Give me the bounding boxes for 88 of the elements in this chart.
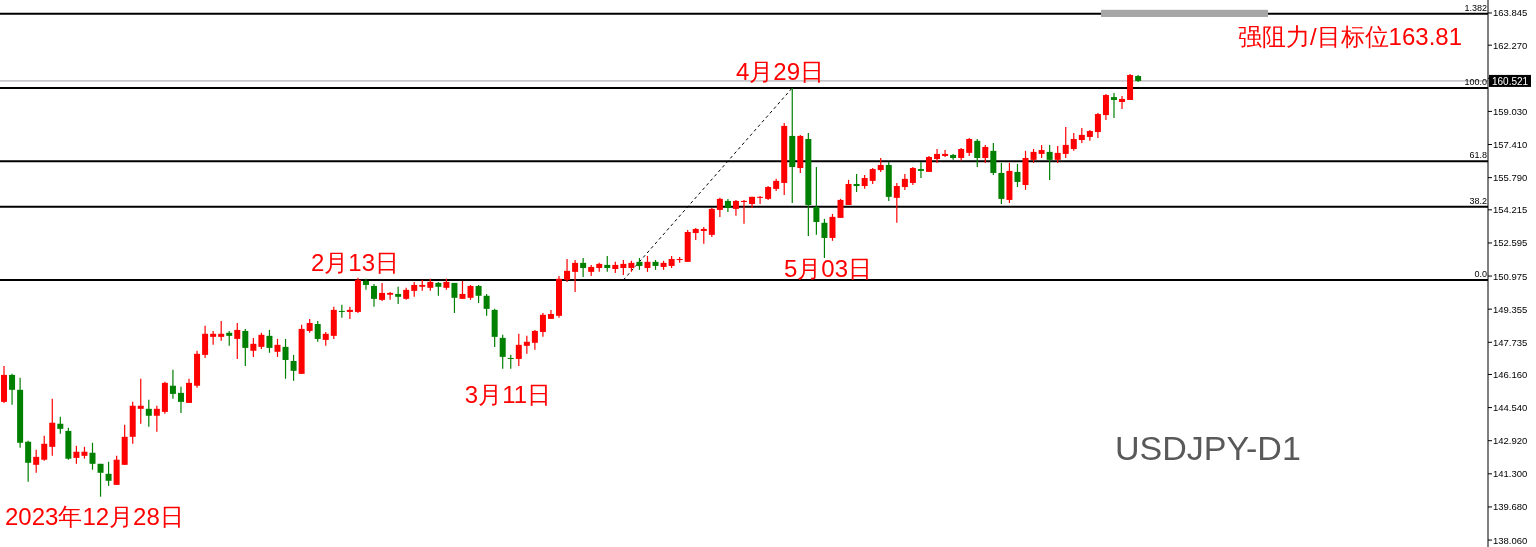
candlestick [1062,126,1069,159]
candlestick [974,138,981,168]
candlestick [242,328,249,367]
annotation: 强阻力/目标位163.81 [1237,22,1462,50]
candlestick [942,149,949,158]
candlestick [741,199,747,225]
candlestick [250,337,257,358]
candlestick [917,161,924,179]
candlestick [1014,163,1021,188]
candlestick [757,195,764,205]
candlestick [1102,93,1109,121]
y-tick-label: 144.540 [1493,402,1528,414]
candlestick [379,282,386,302]
y-tick-label: 142.920 [1493,435,1528,447]
candlestick [153,405,160,433]
annotation: 4月29日 [735,57,825,85]
candlestick [346,306,353,320]
candlestick [290,354,297,382]
candlestick [362,278,369,291]
candlestick [1110,92,1117,119]
candlestick [387,291,394,301]
candlestick [145,399,152,428]
annotation: 38.2 [1469,195,1487,206]
candlestick [266,329,273,354]
candlestick [97,463,104,498]
candlestick [186,378,193,404]
candlestick [845,179,852,206]
candlestick [990,142,997,176]
candlestick [1094,112,1101,139]
candlestick [314,320,321,343]
annotation: 61.8 [1469,150,1487,161]
y-tick-label: 159.030 [1493,105,1528,117]
candlestick [9,373,16,406]
ref-line-label: 160.521 [1492,75,1529,87]
candlestick [1046,144,1053,181]
candlestick [483,293,490,317]
annotation: 5月03日 [783,255,873,282]
candlestick [41,435,48,462]
candlestick [169,369,176,400]
y-tick-label: 152.595 [1493,237,1528,249]
y-tick-label: 162.270 [1493,39,1528,51]
annotation: 0.0 [1474,269,1487,280]
candlestick [282,338,289,380]
annotation: 3月11日 [464,381,552,408]
candlestick [177,386,184,414]
candlestick [821,218,828,259]
y-tick-label: 150.975 [1493,270,1528,282]
y-tick-label: 163.845 [1493,7,1528,19]
y-tick-label: 139.680 [1493,501,1528,513]
candlestick [499,334,506,370]
annotation: 2月13日 [310,249,400,276]
candlestick [137,378,144,425]
candlestick [33,449,40,474]
candlestick [515,333,522,367]
candlestick [105,461,112,487]
candlestick [25,440,32,483]
candlestick [1119,95,1126,110]
annotation: 1.382 [1464,2,1487,13]
candlestick [234,322,241,360]
annotation: USDJPY-D1 [1115,429,1301,467]
y-tick-label: 149.355 [1493,303,1528,315]
candlestick [395,286,402,305]
candlestick [580,257,587,278]
y-tick-label: 146.160 [1493,368,1528,380]
candlestick [572,259,579,293]
annotation: 100.0 [1464,76,1487,87]
y-tick-label: 141.300 [1493,468,1528,480]
candlestick [813,166,820,236]
candlestick [218,320,225,342]
y-tick-label: 157.410 [1493,139,1528,151]
candlestick [202,325,209,359]
y-tick-label: 147.735 [1493,336,1528,348]
candlestick [564,258,571,283]
candlestick [716,197,723,218]
candlestick [371,283,378,308]
candlestick [210,330,217,346]
annotation: 2023年12月28日 [5,503,184,530]
y-tick-label: 155.790 [1493,172,1528,184]
candlestick [837,198,844,219]
y-tick-label: 138.060 [1493,534,1528,546]
candlestick [934,148,941,164]
y-tick-label: 154.215 [1493,204,1528,216]
candlestick [893,182,900,224]
candlestick [531,329,538,351]
candlestick [539,312,546,338]
candlestick [89,442,96,471]
candlestick [451,282,458,314]
candlestick [829,213,836,242]
